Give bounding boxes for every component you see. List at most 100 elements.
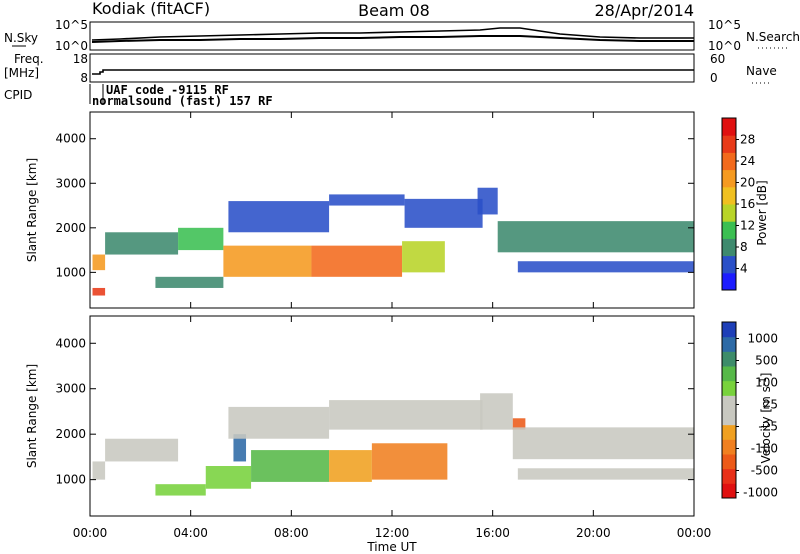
freq-panel-frame	[89, 53, 695, 83]
colorbar-tick-label: 12	[740, 219, 755, 233]
power-panel: 1000 2000 3000 4000 Slant Range [km] 4 8 12 16…	[25, 111, 769, 309]
scatter-region	[329, 400, 483, 430]
scatter-region	[371, 443, 448, 480]
colorbar-swatch	[722, 395, 736, 411]
scatter-region	[517, 261, 694, 273]
y-tick-label: 2000	[55, 427, 86, 441]
cpid-line-2: normalsound (fast) 157 RF	[92, 94, 273, 108]
colorbar-tick-label: -100	[751, 442, 778, 456]
velocity-panel: 1000 2000 3000 4000 Slant Range [km] 1000 50…	[25, 315, 778, 517]
scatter-region	[228, 201, 330, 233]
station-title: Kodiak (fitACF)	[92, 0, 210, 18]
scatter-region	[92, 461, 106, 480]
noise-left-tick-bottom: 10^0	[55, 39, 88, 53]
x-tick-label: 20:00	[576, 526, 611, 540]
colorbar-swatch	[722, 468, 736, 484]
noise-left-label: N.Sky	[4, 31, 38, 45]
scatter-region	[92, 254, 106, 271]
colorbar-tick-label: -500	[751, 464, 778, 478]
y-tick-label: 2000	[55, 221, 86, 235]
colorbar-swatch	[722, 380, 736, 396]
colorbar-swatch	[722, 439, 736, 455]
noise-search-trace	[91, 27, 694, 41]
colorbar-swatch	[722, 255, 736, 274]
x-tick-label: 00:00	[73, 526, 108, 540]
power-y-axis: 1000 2000 3000 4000	[55, 132, 694, 279]
y-tick-label: 1000	[55, 473, 86, 487]
y-tick-label: 4000	[55, 132, 86, 146]
y-tick-label: 1000	[55, 265, 86, 279]
time-axis: 00:00 04:00 08:00 12:00 16:00 20:00 00:00	[73, 112, 711, 540]
power-colorbar-label: Power [dB]	[755, 180, 769, 245]
colorbar-tick-label: 24	[740, 154, 755, 168]
colorbar-tick-label: 25	[763, 398, 778, 412]
scatter-region	[228, 406, 330, 439]
scatter-region	[517, 468, 694, 480]
scatter-region	[404, 198, 483, 228]
colorbar-tick-label: 1000	[747, 332, 778, 346]
freq-trace	[92, 69, 694, 75]
noise-panel-frame	[89, 21, 695, 51]
freq-left-label: Freq.	[14, 52, 44, 66]
colorbar-tick-label: 100	[755, 376, 778, 390]
freq-right-label: Nave	[746, 64, 777, 78]
scatter-region	[477, 187, 498, 215]
velocity-colorbar: 1000 500 100 25 -25 -100 -500 -1000	[721, 321, 778, 500]
scatter-region	[497, 221, 694, 253]
power-data	[92, 187, 694, 296]
x-tick-label: 12:00	[375, 526, 410, 540]
colorbar-swatch	[722, 322, 736, 338]
scatter-region	[311, 245, 403, 277]
colorbar-swatch	[722, 238, 736, 257]
velocity-y-axis: 1000 2000 3000 4000	[55, 336, 694, 487]
colorbar-swatch	[722, 410, 736, 426]
cpid-line-1: UAF code -9115 RF	[106, 83, 229, 97]
colorbar-tick-label: -25	[758, 420, 778, 434]
scatter-region	[512, 427, 694, 460]
freq-left-tick-bottom: 8	[80, 71, 88, 85]
noise-right-tick-bottom: 10^0	[708, 39, 741, 53]
freq-left-tick-top: 18	[73, 52, 88, 66]
scatter-region	[480, 393, 513, 430]
scatter-region	[155, 276, 224, 288]
velocity-data	[92, 393, 694, 496]
noise-right-tick-top: 10^5	[708, 18, 741, 32]
colorbar-swatch	[722, 351, 736, 367]
power-colorbar: 4 8 12 16 20 24 28	[721, 117, 755, 291]
scatter-region	[205, 466, 252, 489]
colorbar-swatch	[722, 424, 736, 440]
colorbar-tick-label: 500	[755, 354, 778, 368]
scatter-region	[178, 227, 224, 251]
freq-left-unit: [MHz]	[4, 66, 39, 80]
x-tick-label: 16:00	[475, 526, 510, 540]
colorbar-swatch	[722, 336, 736, 352]
y-tick-label: 3000	[55, 176, 86, 190]
colorbar-swatch	[722, 118, 736, 136]
x-tick-label: 08:00	[274, 526, 309, 540]
scatter-region	[92, 287, 106, 296]
date-title: 28/Apr/2014	[594, 1, 694, 20]
scatter-region	[329, 450, 372, 482]
x-tick-label: 04:00	[173, 526, 208, 540]
colorbar-swatch	[722, 152, 736, 171]
freq-right-tick-bottom: 0	[710, 71, 718, 85]
colorbar-swatch	[722, 272, 736, 291]
colorbar-tick-label: -1000	[743, 486, 778, 500]
noise-right-label: N.Search	[746, 30, 800, 44]
colorbar-swatch	[722, 366, 736, 382]
y-tick-label: 3000	[55, 382, 86, 396]
freq-right-tick-top: 60	[710, 52, 725, 66]
time-axis-label: Time UT	[366, 540, 417, 554]
noise-sky-trace	[91, 35, 694, 43]
colorbar-tick-label: 16	[740, 197, 755, 211]
y-tick-label: 4000	[55, 336, 86, 350]
colorbar-swatch	[722, 483, 736, 499]
velocity-y-label: Slant Range [km]	[25, 364, 39, 468]
colorbar-tick-label: 8	[740, 240, 748, 254]
beam-title: Beam 08	[358, 1, 430, 20]
scatter-region	[512, 418, 526, 430]
scatter-region	[223, 245, 312, 277]
colorbar-swatch	[722, 135, 736, 153]
scatter-region	[105, 232, 179, 255]
